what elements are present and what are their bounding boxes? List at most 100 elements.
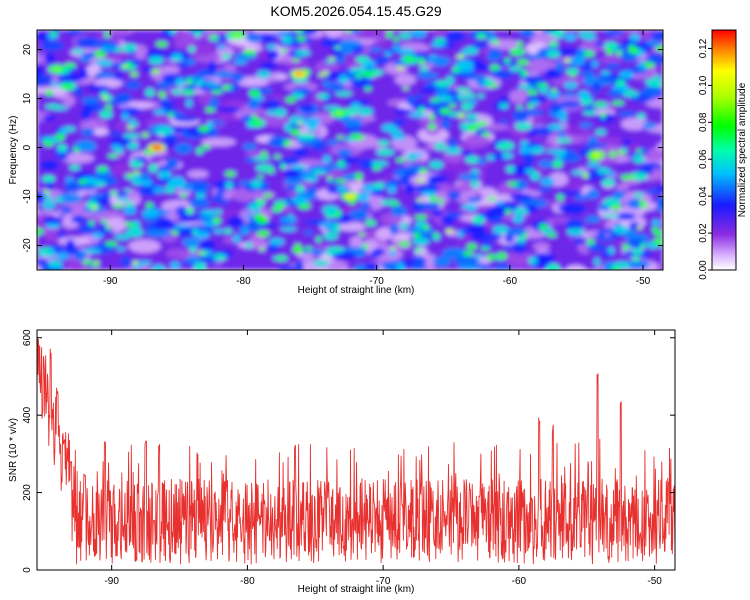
heatmap-cell: [94, 260, 100, 266]
heatmap-cell: [296, 30, 304, 34]
heatmap-cell: [46, 33, 59, 40]
heatmap-cell: [412, 237, 430, 246]
heatmap-cell: [171, 53, 183, 62]
heatmap-cell: [360, 201, 372, 210]
heatmap-cell: [615, 183, 630, 191]
heatmap-cell: [451, 184, 475, 193]
spectrogram-frame: [36, 29, 664, 271]
heatmap-cell: [97, 166, 108, 173]
heatmap-cell: [145, 88, 155, 97]
heatmap-cell: [643, 61, 655, 68]
heatmap-cell: [225, 181, 234, 189]
heatmap-cell: [642, 122, 657, 129]
heatmap-cell: [104, 32, 111, 38]
heatmap-cell: [130, 71, 139, 77]
heatmap-cell: [361, 70, 375, 78]
heatmap-cell: [617, 149, 626, 155]
heatmap-cell: [499, 119, 509, 125]
heatmap-cell: [156, 41, 168, 47]
heatmap-cell: [323, 105, 341, 110]
heatmap-cell: [125, 202, 135, 208]
heatmap-cell: [153, 221, 179, 230]
heatmap-cell: [116, 197, 131, 202]
heatmap-cell: [92, 180, 107, 187]
heatmap-cell: [441, 215, 455, 225]
heatmap-cell: [337, 148, 353, 157]
heatmap-cell: [546, 90, 561, 99]
heatmap-cell: [157, 170, 172, 179]
heatmap-cell: [221, 53, 232, 60]
heatmap-cell: [296, 36, 306, 42]
heatmap-cell: [472, 215, 485, 225]
heatmap-cell: [369, 47, 383, 53]
heatmap-cell: [628, 44, 636, 50]
heatmap-cell: [392, 45, 401, 52]
heatmap-cell: [112, 204, 125, 209]
heatmap-cell: [609, 151, 617, 158]
heatmap-cell: [236, 76, 270, 87]
heatmap-cell: [507, 181, 520, 187]
heatmap-cell: [45, 179, 54, 192]
heatmap-cell: [554, 149, 567, 157]
x-tick-label: -80: [236, 276, 251, 287]
heatmap-cell: [485, 254, 497, 261]
heatmap-cell: [62, 94, 76, 107]
heatmap-cell: [40, 160, 59, 171]
heatmap-cell: [58, 128, 68, 135]
heatmap-cell: [462, 251, 474, 257]
heatmap-cell: [94, 71, 116, 79]
heatmap-cell: [548, 30, 556, 36]
heatmap-cell: [111, 162, 137, 176]
heatmap-cell: [457, 263, 483, 270]
heatmap-cell: [580, 70, 596, 77]
heatmap-cell: [256, 70, 271, 79]
snr-x-axis: -90 -80 -70 -60 -50: [104, 330, 662, 587]
heatmap-cell: [560, 190, 583, 196]
heatmap-cell: [607, 246, 615, 255]
heatmap-cell: [41, 202, 56, 210]
heatmap-cell: [127, 122, 139, 127]
heatmap-cell: [245, 242, 253, 249]
heatmap-cell: [570, 56, 586, 66]
heatmap-cell: [354, 30, 390, 40]
heatmap-cell: [196, 80, 204, 86]
heatmap-cell: [476, 32, 487, 39]
heatmap-cell: [64, 62, 76, 69]
heatmap-cell: [336, 185, 348, 193]
heatmap-cell: [404, 183, 416, 195]
y-tick-label: 0: [22, 567, 33, 573]
heatmap-cell: [654, 230, 663, 237]
heatmap-cell: [593, 257, 601, 267]
heatmap-cell: [151, 68, 160, 74]
heatmap-cell: [354, 172, 363, 181]
heatmap-cell: [292, 77, 309, 83]
heatmap-cell: [447, 139, 458, 148]
heatmap-cell: [114, 72, 123, 81]
heatmap-cell: [563, 81, 578, 89]
heatmap-cell: [266, 44, 277, 50]
heatmap-cell: [524, 168, 535, 174]
heatmap-cell: [610, 204, 622, 210]
heatmap-cell: [333, 179, 347, 183]
heatmap-cell: [512, 110, 530, 123]
heatmap-cell: [641, 162, 662, 168]
spectrogram-y-label: Frequency (Hz): [8, 116, 19, 185]
heatmap-cell: [78, 223, 96, 235]
heatmap-cell: [132, 260, 139, 266]
heatmap-cell: [292, 58, 300, 62]
heatmap-cell: [337, 39, 362, 48]
heatmap-cell: [198, 250, 207, 256]
heatmap-cell: [48, 259, 63, 269]
heatmap-cell: [432, 232, 439, 238]
heatmap-cell: [321, 37, 341, 48]
heatmap-cell: [568, 231, 584, 237]
heatmap-cell: [232, 59, 248, 65]
heatmap-cell: [297, 120, 303, 125]
heatmap-cell: [487, 83, 499, 88]
x-tick-label: -50: [636, 276, 651, 287]
heatmap-cell: [188, 197, 210, 209]
heatmap-cell: [596, 112, 616, 124]
heatmap-cell: [91, 39, 117, 48]
heatmap-cell: [350, 102, 362, 109]
heatmap-cell: [155, 126, 173, 136]
